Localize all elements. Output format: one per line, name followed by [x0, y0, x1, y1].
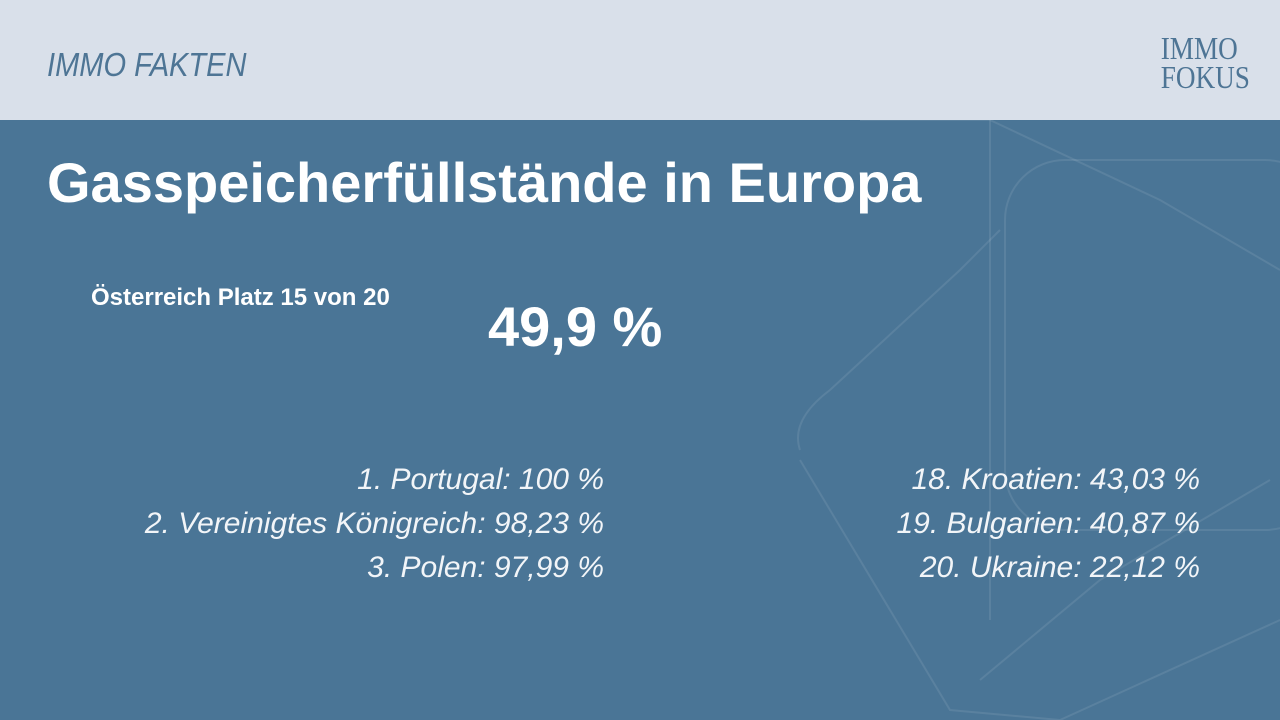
immofokus-logo: IMMO FOKUS — [1160, 30, 1250, 95]
list-item: 20. Ukraine: 22,12 % — [919, 551, 1200, 584]
list-item: 19. Bulgarien: 40,87 % — [896, 507, 1200, 540]
logo-line-2: FOKUS — [1160, 59, 1250, 95]
list-item: 3. Polen: 97,99 % — [367, 551, 604, 584]
list-item: 2. Vereinigtes Königreich: 98,23 % — [144, 507, 604, 540]
page-title: Gasspeicherfüllstände in Europa — [47, 151, 922, 214]
austria-value: 49,9 % — [488, 295, 663, 358]
header-bar: IMMO FAKTEN IMMO FOKUS — [0, 0, 1280, 120]
section-label: IMMO FAKTEN — [47, 46, 247, 83]
list-item: 1. Portugal: 100 % — [357, 463, 604, 496]
top-ranking-list: 1. Portugal: 100 % 2. Vereinigtes Königr… — [145, 458, 604, 590]
background-decoration — [797, 120, 1280, 720]
austria-rank: Österreich Platz 15 von 20 — [91, 284, 390, 311]
bottom-ranking-list: 18. Kroatien: 43,03 % 19. Bulgarien: 40,… — [896, 458, 1200, 590]
list-item: 18. Kroatien: 43,03 % — [911, 463, 1200, 496]
logo-line-1: IMMO — [1160, 30, 1238, 66]
